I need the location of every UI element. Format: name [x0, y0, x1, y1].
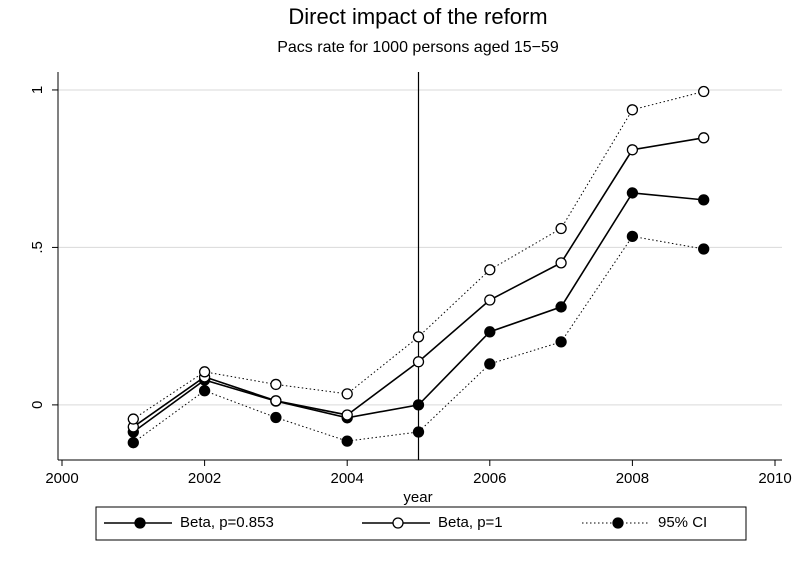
marker	[270, 395, 282, 407]
marker	[698, 194, 710, 206]
x-tick-label: 2006	[473, 470, 506, 487]
marker	[698, 132, 710, 144]
marker	[198, 385, 211, 397]
marker	[626, 104, 639, 116]
series-line	[133, 235, 704, 444]
x-tick-label: 2008	[616, 470, 649, 487]
y-tick-label: 1	[29, 86, 46, 94]
marker	[484, 326, 496, 338]
marker	[270, 411, 282, 424]
marker	[270, 378, 282, 391]
marker	[412, 399, 425, 411]
marker	[698, 243, 710, 255]
x-tick-label: 2002	[188, 470, 221, 487]
legend-marker	[392, 517, 404, 529]
marker	[127, 413, 139, 425]
marker	[698, 85, 710, 98]
marker	[412, 426, 425, 438]
marker	[626, 144, 639, 156]
marker	[412, 331, 425, 343]
marker	[127, 437, 139, 449]
marker	[484, 358, 496, 370]
x-tick-label: 2004	[331, 470, 364, 487]
marker	[484, 264, 496, 276]
marker	[198, 366, 211, 378]
marker	[555, 301, 567, 313]
marker	[484, 294, 496, 306]
marker	[555, 257, 567, 269]
x-axis-label: year	[403, 489, 432, 506]
x-tick-label: 2010	[758, 470, 791, 487]
y-tick-label: .5	[29, 241, 46, 254]
chart-subtitle: Pacs rate for 1000 persons aged 15−59	[277, 39, 559, 56]
marker	[341, 388, 353, 400]
y-tick-label: 0	[29, 401, 46, 409]
marker	[626, 187, 639, 199]
marker	[626, 230, 639, 243]
marker	[555, 222, 567, 235]
legend-label: Beta, p=0.853	[180, 514, 274, 531]
legend-marker	[612, 517, 624, 529]
legend-marker	[134, 517, 146, 529]
legend-label: Beta, p=1	[438, 514, 503, 531]
chart-title: Direct impact of the reform	[288, 4, 547, 29]
legend-label: 95% CI	[658, 514, 707, 531]
marker	[412, 356, 425, 368]
marker	[341, 435, 353, 447]
marker	[341, 409, 353, 421]
marker	[555, 336, 567, 348]
x-tick-label: 2000	[45, 470, 78, 487]
